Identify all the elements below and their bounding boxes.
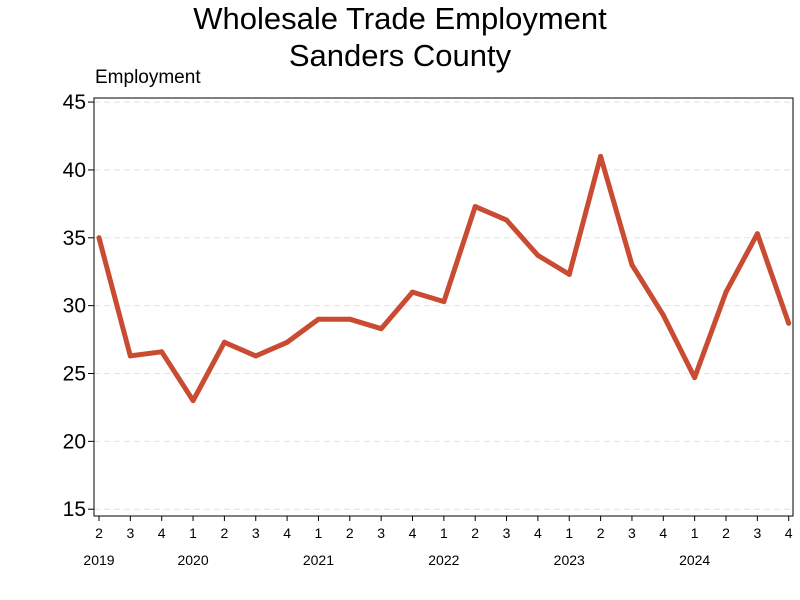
data-point xyxy=(378,326,384,332)
x-tick-label-year: 2020 xyxy=(177,552,208,568)
data-point xyxy=(723,289,729,295)
x-tick-label-quarter: 1 xyxy=(691,525,699,541)
y-axis-label: Employment xyxy=(95,67,201,88)
x-tick-label-quarter: 1 xyxy=(189,525,197,541)
x-tick-label-quarter: 3 xyxy=(628,525,636,541)
x-tick-label-year: 2019 xyxy=(83,552,114,568)
y-tick-label: 35 xyxy=(63,227,86,250)
x-tick-label-quarter: 4 xyxy=(158,525,166,541)
data-point xyxy=(190,398,196,404)
x-tick-label-quarter: 2 xyxy=(471,525,479,541)
data-point xyxy=(535,252,541,258)
x-tick-label-year: 2022 xyxy=(428,552,459,568)
data-point xyxy=(504,217,510,223)
data-point xyxy=(441,299,447,305)
data-point xyxy=(96,235,102,241)
x-tick-label-quarter: 3 xyxy=(503,525,511,541)
y-tick-label: 15 xyxy=(63,498,86,521)
gridlines xyxy=(94,101,793,510)
chart-title-line-1: Wholesale Trade Employment xyxy=(193,1,607,36)
x-tick-label-quarter: 4 xyxy=(283,525,291,541)
x-tick-label-quarter: 4 xyxy=(659,525,667,541)
x-tick-label-quarter: 3 xyxy=(377,525,385,541)
x-axis: 2 3 4 1 2 3 4 1 2 3 4 1 2 3 4 1 2 3 4 1 2 3 4 2019 2020 2021 2022 2… xyxy=(83,516,793,568)
data-point xyxy=(786,320,792,326)
y-tick-label: 40 xyxy=(63,159,86,182)
plot-frame xyxy=(93,97,794,517)
data-point xyxy=(472,204,478,210)
x-tick-label-quarter: 2 xyxy=(95,525,103,541)
x-tick-label-year: 2024 xyxy=(679,552,710,568)
data-point xyxy=(629,262,635,268)
x-tick-label-quarter: 2 xyxy=(221,525,229,541)
data-point xyxy=(410,289,415,295)
data-point xyxy=(598,153,604,159)
data-point xyxy=(315,316,321,322)
x-tick-label-quarter: 1 xyxy=(315,525,323,541)
data-point xyxy=(754,231,760,237)
x-tick-label-quarter: 4 xyxy=(409,525,417,541)
y-tick-label: 25 xyxy=(63,363,86,386)
y-tick-label: 30 xyxy=(63,295,86,318)
x-tick-label-quarter: 4 xyxy=(534,525,542,541)
x-tick-label-quarter: 4 xyxy=(785,525,793,541)
x-tick-label-quarter: 1 xyxy=(565,525,573,541)
data-point xyxy=(253,353,259,359)
chart-title-line-2: Sanders County xyxy=(288,38,512,73)
series-employment xyxy=(96,153,792,404)
x-tick-label-quarter: 3 xyxy=(252,525,260,541)
x-tick-label-quarter: 2 xyxy=(346,525,354,541)
x-tick-label-quarter: 2 xyxy=(597,525,605,541)
data-point xyxy=(284,339,290,345)
y-tick-label: 45 xyxy=(63,91,86,114)
x-tick-label-quarter: 2 xyxy=(722,525,730,541)
x-tick-label-quarter: 3 xyxy=(126,525,134,541)
x-tick-label-year: 2021 xyxy=(303,552,334,568)
data-point xyxy=(347,316,353,322)
x-tick-label-quarter: 3 xyxy=(753,525,761,541)
data-point xyxy=(159,349,165,355)
series-line xyxy=(96,153,792,404)
x-tick-label-year: 2023 xyxy=(554,552,585,568)
data-point xyxy=(660,312,666,318)
data-point xyxy=(127,353,133,359)
data-point xyxy=(692,375,698,381)
y-axis: 15 20 25 30 35 40 45 xyxy=(63,91,94,521)
data-point xyxy=(566,271,572,277)
x-tick-label-quarter: 1 xyxy=(440,525,448,541)
data-point xyxy=(221,339,227,345)
y-tick-label: 20 xyxy=(63,430,86,453)
